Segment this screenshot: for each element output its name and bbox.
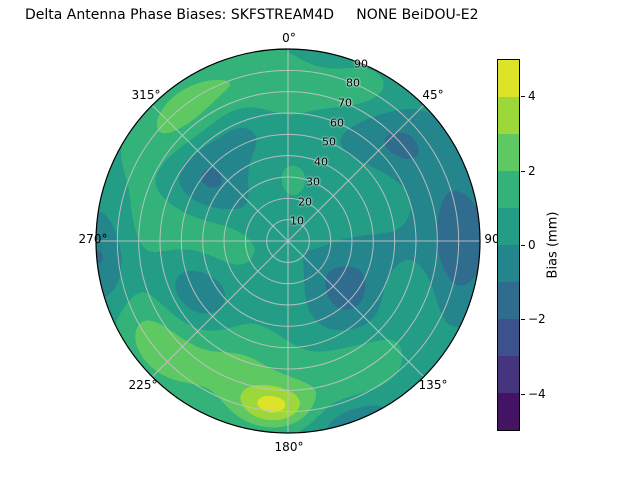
colorbar-segment — [498, 134, 519, 171]
colorbar-tick — [521, 394, 525, 395]
colorbar-segment — [498, 393, 519, 430]
colorbar-tick-label-4: 4 — [528, 89, 536, 103]
colorbar-segment — [498, 60, 519, 97]
r-label-80: 80 — [346, 76, 360, 90]
colorbar-tick — [521, 319, 525, 320]
polar-contour-field — [96, 49, 480, 433]
r-label-60: 60 — [330, 116, 344, 130]
colorbar-tick — [521, 96, 525, 97]
colorbar-tick — [521, 171, 525, 172]
colorbar-tick-label-2: 2 — [528, 164, 536, 178]
colorbar-tick-label-0: 0 — [528, 238, 536, 252]
r-label-40: 40 — [314, 155, 328, 169]
colorbar-segment — [498, 171, 519, 208]
r-label-30: 30 — [306, 175, 320, 189]
colorbar-segment — [498, 319, 519, 356]
theta-label-135: 135° — [418, 378, 448, 392]
theta-label-270: 270° — [78, 232, 108, 246]
r-label-90: 90 — [354, 57, 368, 71]
theta-label-45: 45° — [422, 88, 444, 102]
colorbar-tick — [521, 245, 525, 246]
r-label-10: 10 — [290, 214, 304, 228]
colorbar-axis-label: Bias (mm) — [545, 211, 561, 279]
colorbar-segment — [498, 282, 519, 319]
r-label-20: 20 — [298, 195, 312, 209]
theta-label-0: 0° — [282, 31, 296, 45]
r-label-70: 70 — [338, 96, 352, 110]
theta-label-225: 225° — [128, 378, 158, 392]
colorbar-segment — [498, 208, 519, 245]
colorbar-segment — [498, 97, 519, 134]
colorbar-tick-label-m4: −4 — [528, 387, 546, 401]
colorbar — [497, 59, 520, 431]
chart-title: Delta Antenna Phase Biases: SKFSTREAM4D … — [25, 7, 479, 23]
theta-label-315: 315° — [131, 88, 161, 102]
theta-label-90: 90 — [484, 232, 500, 246]
colorbar-segment — [498, 356, 519, 393]
theta-label-180: 180° — [274, 440, 304, 454]
colorbar-segment — [498, 245, 519, 282]
colorbar-tick-label-m2: −2 — [528, 312, 546, 326]
r-label-50: 50 — [322, 135, 336, 149]
